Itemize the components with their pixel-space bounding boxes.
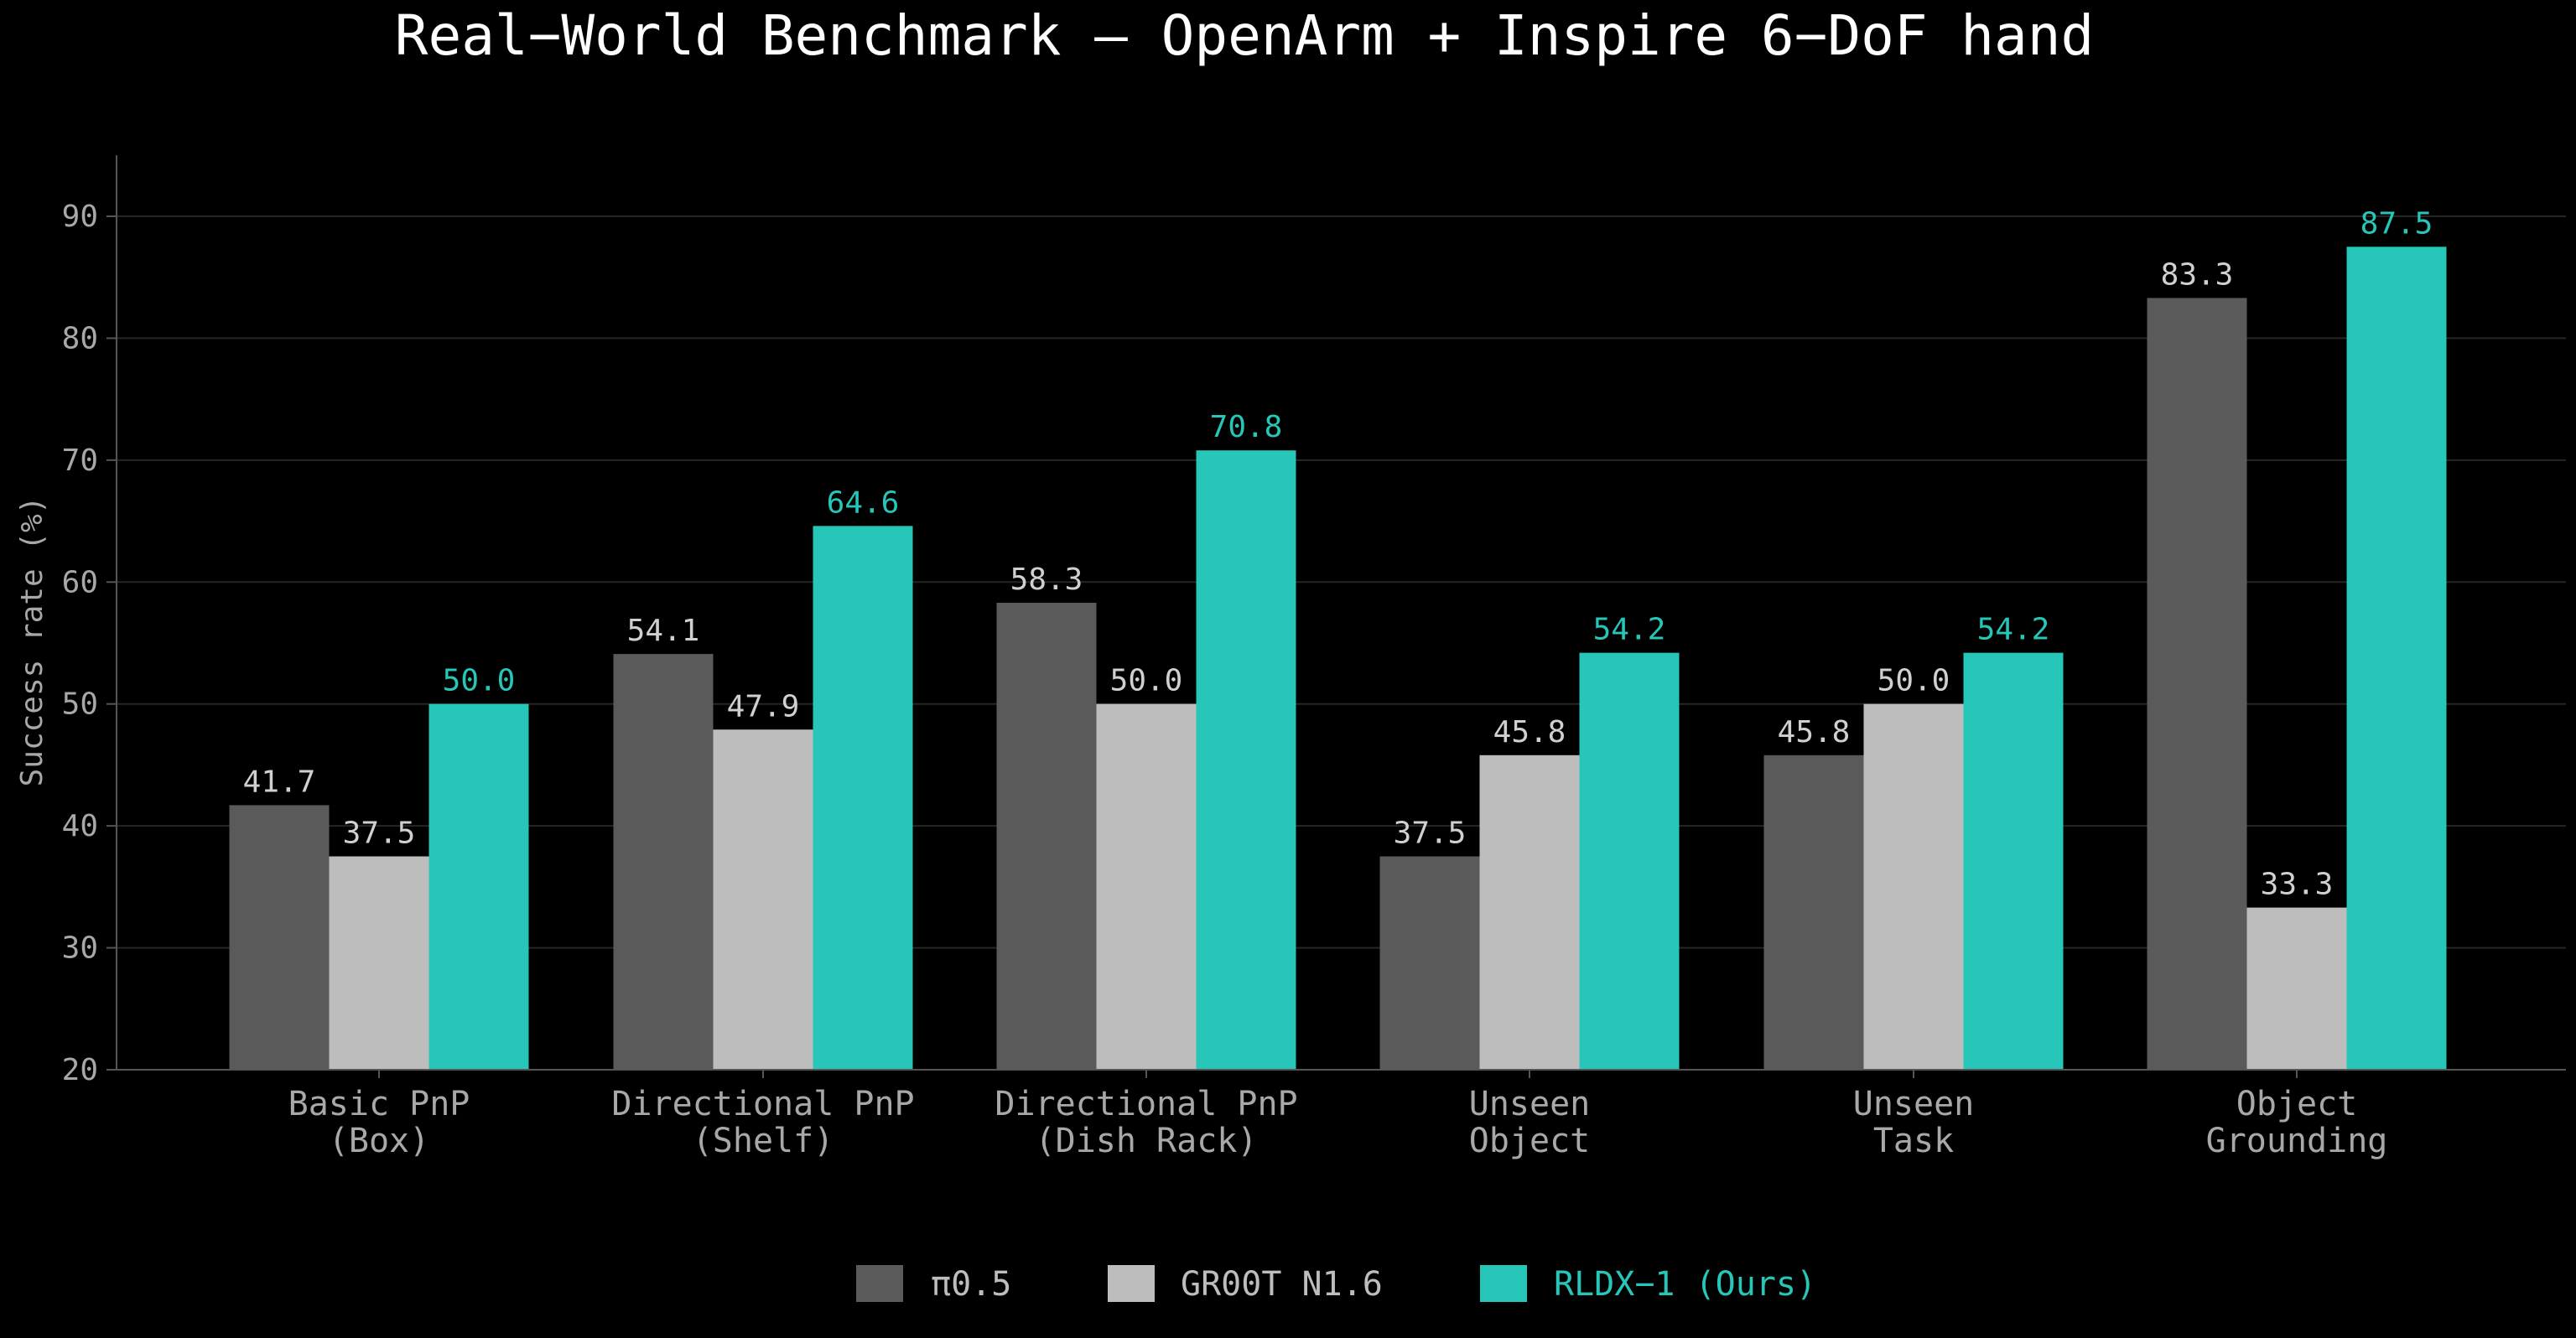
bar [1963,652,2064,1070]
data-label: 50.0 [443,664,516,698]
legend: π0.5 GR00T N1.6 RLDX−1 (Ours) [856,1265,1816,1304]
y-tick-label: 80 [62,321,98,355]
bar [1096,703,1197,1070]
data-label: 54.2 [1977,613,2050,647]
data-label: 47.9 [727,689,800,723]
bar [1579,652,1680,1070]
y-axis-label: Success rate (%) [15,496,49,787]
data-labels: 41.7 37.5 50.0 54.1 47.9 64.6 58.3 50.0 70.8 37.5… [243,206,2433,901]
bar [2147,298,2247,1070]
data-label: 54.2 [1593,613,1666,647]
data-label: 64.6 [827,485,900,520]
data-label: 33.3 [2261,868,2334,902]
x-tick-label: Object [2236,1085,2358,1123]
bar [613,654,714,1070]
bar [1763,755,1864,1070]
bar [229,805,330,1070]
data-label: 41.7 [243,765,316,799]
bar [2246,907,2347,1070]
chart-title: Real−World Benchmark — OpenArm + Inspire… [395,3,2095,68]
x-tick-label: Directional PnP [995,1085,1297,1123]
y-tick-label: 70 [62,443,98,478]
legend-label: π0.5 [931,1265,1011,1304]
x-tick-label: Directional PnP [611,1085,914,1123]
data-label: 70.8 [1210,410,1283,444]
x-tick-label: (Box) [329,1122,429,1160]
data-label: 87.5 [2360,206,2433,241]
bar [1196,450,1296,1070]
y-tick-label: 40 [62,809,98,843]
data-label: 37.5 [343,817,416,851]
x-tick-label: Grounding [2206,1122,2388,1160]
y-tick-labels: 20 30 40 50 60 70 80 90 [62,200,98,1087]
x-tick-label: (Shelf) [693,1122,834,1160]
data-label: 83.3 [2161,257,2234,292]
y-tick-label: 20 [62,1053,98,1087]
bar [428,703,529,1070]
bar [713,729,813,1070]
y-tick-label: 90 [62,200,98,234]
data-label: 58.3 [1010,563,1083,597]
axes [106,155,2566,1078]
bars [229,246,2447,1070]
data-label: 45.8 [1778,715,1851,749]
legend-label: RLDX−1 (Ours) [1554,1265,1816,1304]
y-tick-label: 50 [62,687,98,722]
legend-swatch [856,1265,903,1302]
x-tick-label: (Dish Rack) [1036,1122,1258,1160]
y-tick-label: 60 [62,565,98,599]
bar [329,856,429,1070]
data-label: 50.0 [1877,664,1950,698]
legend-swatch [1108,1265,1155,1302]
legend-swatch [1480,1265,1527,1302]
bar [2346,246,2447,1070]
legend-label: GR00T N1.6 [1181,1265,1383,1304]
data-label: 37.5 [1394,817,1467,851]
bar [1379,856,1480,1070]
x-tick-label: Unseen [1469,1085,1591,1123]
data-label: 54.1 [627,614,700,648]
bar [1863,703,1964,1070]
x-tick-label: Object [1469,1122,1591,1160]
data-label: 45.8 [1493,715,1566,749]
x-tick-label: Basic PnP [288,1085,470,1123]
bar [813,526,913,1070]
x-tick-label: Task [1873,1122,1954,1160]
y-tick-label: 30 [62,931,98,966]
data-label: 50.0 [1110,664,1183,698]
x-tick-label: Unseen [1853,1085,1975,1123]
bar [1479,755,1580,1070]
x-tick-labels: Basic PnP(Box)Directional PnP(Shelf)Dire… [288,1085,2388,1160]
bar [996,603,1097,1070]
